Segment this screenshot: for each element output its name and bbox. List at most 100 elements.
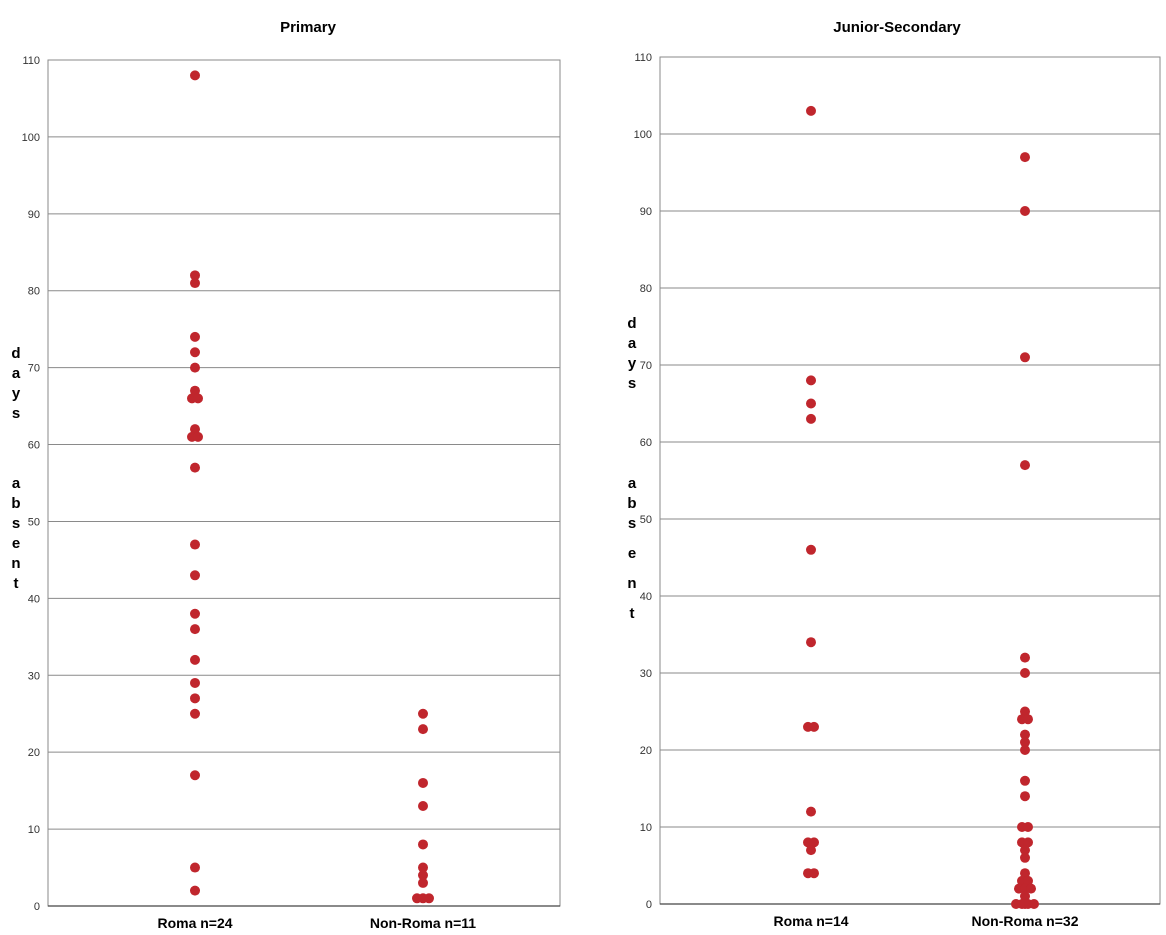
data-point xyxy=(1020,868,1030,879)
data-point xyxy=(418,801,428,812)
data-point xyxy=(190,462,200,473)
ylabel-letter: n xyxy=(627,575,636,592)
y-tick-label: 10 xyxy=(640,822,652,834)
primary-y-axis-label: d a y s a b s e n t xyxy=(11,345,20,592)
category-label: Non-Roma n=32 xyxy=(972,913,1079,929)
ylabel-letter: d xyxy=(11,345,20,362)
junior-secondary-y-axis-label: d a y s a b s e n t xyxy=(627,315,636,622)
y-tick-label: 60 xyxy=(28,440,40,452)
data-point xyxy=(190,885,200,896)
ylabel-letter: e xyxy=(628,545,636,562)
y-tick-label: 40 xyxy=(28,593,40,605)
data-point xyxy=(1020,745,1030,755)
primary-tick-labels: 0 10 20 30 40 50 60 70 80 90 100 110 xyxy=(22,55,40,913)
plot-frame xyxy=(659,56,1161,905)
ylabel-letter: y xyxy=(628,355,637,372)
ylabel-letter: a xyxy=(628,335,637,352)
ylabel-letter: b xyxy=(627,495,636,512)
data-point xyxy=(190,570,200,581)
data-point xyxy=(1023,822,1033,832)
data-point xyxy=(1020,899,1030,909)
ylabel-letter: n xyxy=(11,555,20,572)
y-tick-label: 50 xyxy=(28,516,40,528)
data-point xyxy=(418,877,428,888)
primary-title: Primary xyxy=(280,19,337,36)
data-point xyxy=(193,393,203,404)
data-point xyxy=(190,331,200,342)
data-point xyxy=(806,398,816,409)
data-point xyxy=(190,654,200,665)
data-point xyxy=(190,862,200,873)
data-point xyxy=(418,724,428,735)
y-tick-label: 100 xyxy=(22,132,40,144)
data-point xyxy=(1026,883,1036,894)
y-tick-label: 0 xyxy=(34,901,40,913)
primary-points xyxy=(187,70,434,904)
data-point xyxy=(1029,899,1039,909)
y-tick-label: 80 xyxy=(640,283,652,295)
ylabel-letter: t xyxy=(14,575,19,592)
data-point xyxy=(190,770,200,781)
y-tick-label: 110 xyxy=(22,55,40,67)
data-point xyxy=(806,637,816,648)
ylabel-letter: a xyxy=(12,365,21,382)
y-tick-label: 60 xyxy=(640,437,652,449)
data-point xyxy=(1020,668,1030,678)
data-point xyxy=(1020,206,1030,216)
y-tick-label: 100 xyxy=(634,129,652,141)
data-point xyxy=(1020,152,1030,163)
ylabel-letter: a xyxy=(628,475,637,492)
ylabel-letter: e xyxy=(12,535,20,552)
data-point xyxy=(806,845,816,856)
data-point xyxy=(418,708,428,719)
data-point xyxy=(193,431,203,442)
plot-frame xyxy=(47,59,561,907)
data-point xyxy=(809,868,819,879)
data-point xyxy=(1020,791,1030,802)
ylabel-letter: a xyxy=(12,475,21,492)
data-point xyxy=(806,544,816,555)
junior-secondary-category-labels: Roma n=14 Non-Roma n=32 xyxy=(773,913,1078,929)
y-tick-label: 90 xyxy=(640,206,652,218)
data-point xyxy=(1023,714,1033,725)
ylabel-letter: s xyxy=(12,405,20,422)
ylabel-letter: d xyxy=(627,315,636,332)
data-point xyxy=(190,385,200,396)
junior-secondary-panel: Junior-Secondary d a y s a b s e n t 0 10… xyxy=(627,19,1161,929)
y-tick-label: 20 xyxy=(640,745,652,757)
ylabel-letter: s xyxy=(628,515,636,532)
y-tick-label: 30 xyxy=(28,670,40,682)
data-point xyxy=(1020,775,1030,786)
ylabel-letter: b xyxy=(11,495,20,512)
junior-secondary-title: Junior-Secondary xyxy=(833,19,961,36)
category-label: Roma n=14 xyxy=(773,913,848,929)
data-point xyxy=(190,539,200,550)
y-tick-label: 110 xyxy=(634,52,652,64)
data-point xyxy=(190,693,200,704)
data-point xyxy=(190,708,200,719)
data-point xyxy=(190,270,200,281)
y-tick-label: 20 xyxy=(28,747,40,759)
junior-secondary-points xyxy=(803,105,1039,909)
primary-panel: Primary d a y s a b s e n t 0 10 20 30 40 50 6… xyxy=(11,19,561,931)
ylabel-letter: s xyxy=(12,515,20,532)
y-tick-label: 40 xyxy=(640,591,652,603)
data-point xyxy=(1023,837,1033,848)
y-tick-label: 50 xyxy=(640,514,652,526)
data-point xyxy=(1020,460,1030,471)
data-point xyxy=(190,70,200,81)
data-point xyxy=(1020,891,1030,902)
junior-secondary-tick-labels: 0 10 20 30 40 50 60 70 80 90 100 110 xyxy=(634,52,652,911)
y-tick-label: 70 xyxy=(640,360,652,372)
data-point xyxy=(809,837,819,848)
y-tick-label: 10 xyxy=(28,824,40,836)
data-point xyxy=(806,375,816,386)
y-tick-label: 80 xyxy=(28,286,40,298)
y-tick-label: 90 xyxy=(28,209,40,221)
data-point xyxy=(1020,352,1030,363)
primary-gridlines xyxy=(47,59,561,907)
data-point xyxy=(418,870,428,881)
data-point xyxy=(809,721,819,732)
data-point xyxy=(190,347,200,358)
